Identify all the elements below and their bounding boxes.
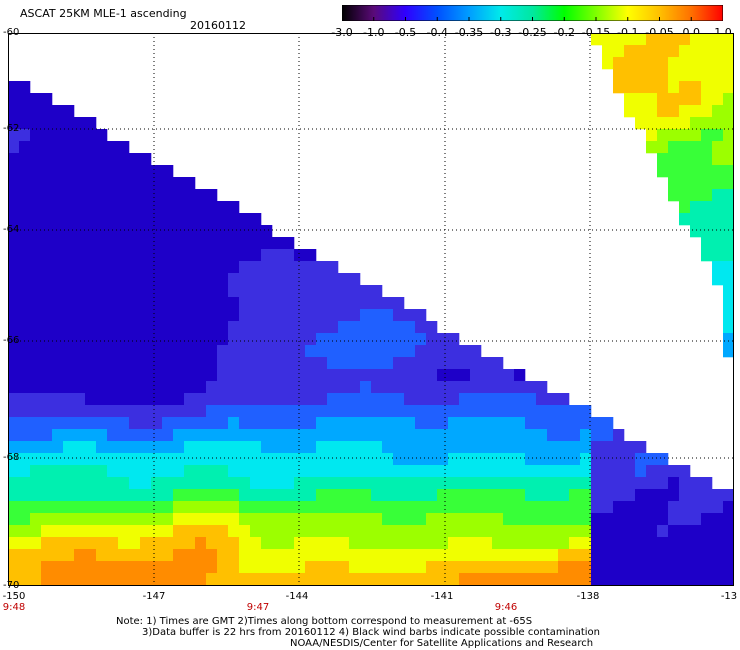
- colorbar: [342, 5, 723, 21]
- lon-label: -147: [142, 591, 166, 602]
- lat-label: -66: [3, 335, 20, 346]
- lat-label: -62: [3, 123, 20, 134]
- lon-label: -141: [430, 591, 454, 602]
- time-label: 9:48: [2, 602, 26, 613]
- colorbar-label: -0.25: [518, 26, 547, 39]
- colorbar-label: -0.3: [490, 26, 512, 39]
- wind-speed-map: [8, 33, 734, 586]
- lon-label: -150: [2, 591, 26, 602]
- colorbar-label: -0.4: [426, 26, 448, 39]
- lon-label: -144: [285, 591, 309, 602]
- colorbar-label: -3.0: [331, 26, 353, 39]
- map-title: ASCAT 25KM MLE-1 ascending: [20, 7, 187, 20]
- credit-line: NOAA/NESDIS/Center for Satellite Applica…: [290, 638, 594, 649]
- lon-label: -13: [720, 591, 738, 602]
- colorbar-label: -1.0: [363, 26, 385, 39]
- colorbar-label: -0.35: [454, 26, 484, 39]
- map-frame: [8, 33, 734, 586]
- lat-label: -60: [3, 27, 20, 38]
- note-line-1: Note: 1) Times are GMT 2)Times along bot…: [116, 616, 533, 627]
- map-gridlines: [8, 33, 734, 586]
- map-date: 20160112: [190, 19, 246, 32]
- colorbar-label: -0.2: [553, 26, 575, 39]
- lon-label: -138: [576, 591, 600, 602]
- data-cells: [8, 33, 734, 586]
- note-line-2: 3)Data buffer is 22 hrs from 20160112 4)…: [142, 627, 600, 638]
- lat-label: -68: [3, 452, 20, 463]
- time-label: 9:46: [494, 602, 518, 613]
- lat-label: -70: [3, 580, 20, 591]
- colorbar-label: -0.5: [394, 26, 417, 39]
- time-label: 9:47: [246, 602, 270, 613]
- lat-label: -64: [3, 224, 20, 235]
